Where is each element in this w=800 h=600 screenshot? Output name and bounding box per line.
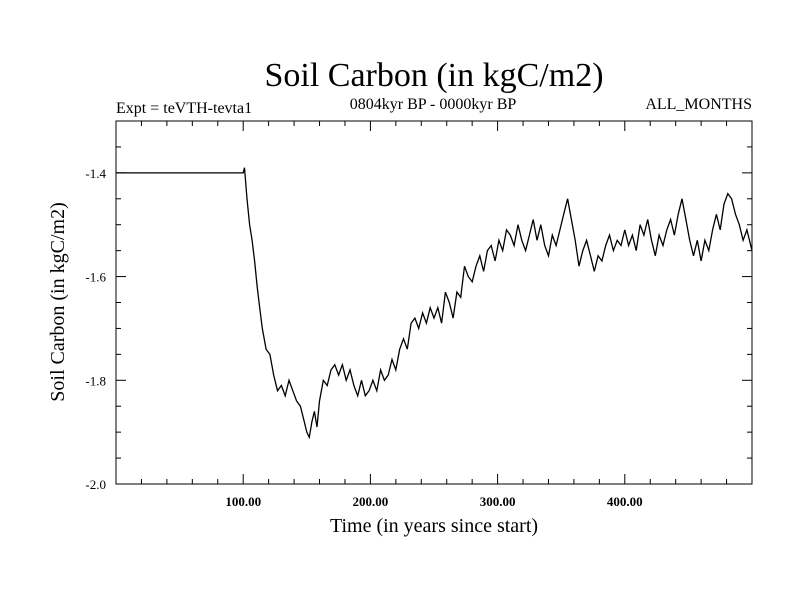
- chart-title: Soil Carbon (in kgC/m2): [264, 57, 603, 94]
- x-tick-label: 200.00: [353, 494, 389, 509]
- time-range-label: 0804kyr BP - 0000kyr BP: [350, 96, 517, 113]
- x-tick-label: 400.00: [607, 494, 643, 509]
- experiment-label: Expt = teVTH-tevta1: [116, 100, 252, 117]
- y-tick-label: -2.0: [85, 477, 106, 492]
- y-tick-label: -1.6: [85, 270, 106, 285]
- x-tick-label: 100.00: [225, 494, 261, 509]
- y-tick-label: -1.4: [85, 166, 106, 181]
- plot-frame: [115, 120, 753, 485]
- y-tick-label: -1.8: [85, 373, 106, 388]
- axis-ticks: [116, 121, 752, 484]
- x-tick-label: 300.00: [480, 494, 516, 509]
- months-label: ALL_MONTHS: [645, 96, 752, 113]
- axis-tick-labels: 100.00 200.00 300.00 400.00 -2.0 -1.8 -1.6 -1.4: [85, 166, 642, 509]
- x-axis-title: Time (in years since start): [330, 515, 538, 537]
- y-axis-title: Soil Carbon (in kgC/m2): [47, 202, 69, 401]
- series-line: [116, 167, 753, 440]
